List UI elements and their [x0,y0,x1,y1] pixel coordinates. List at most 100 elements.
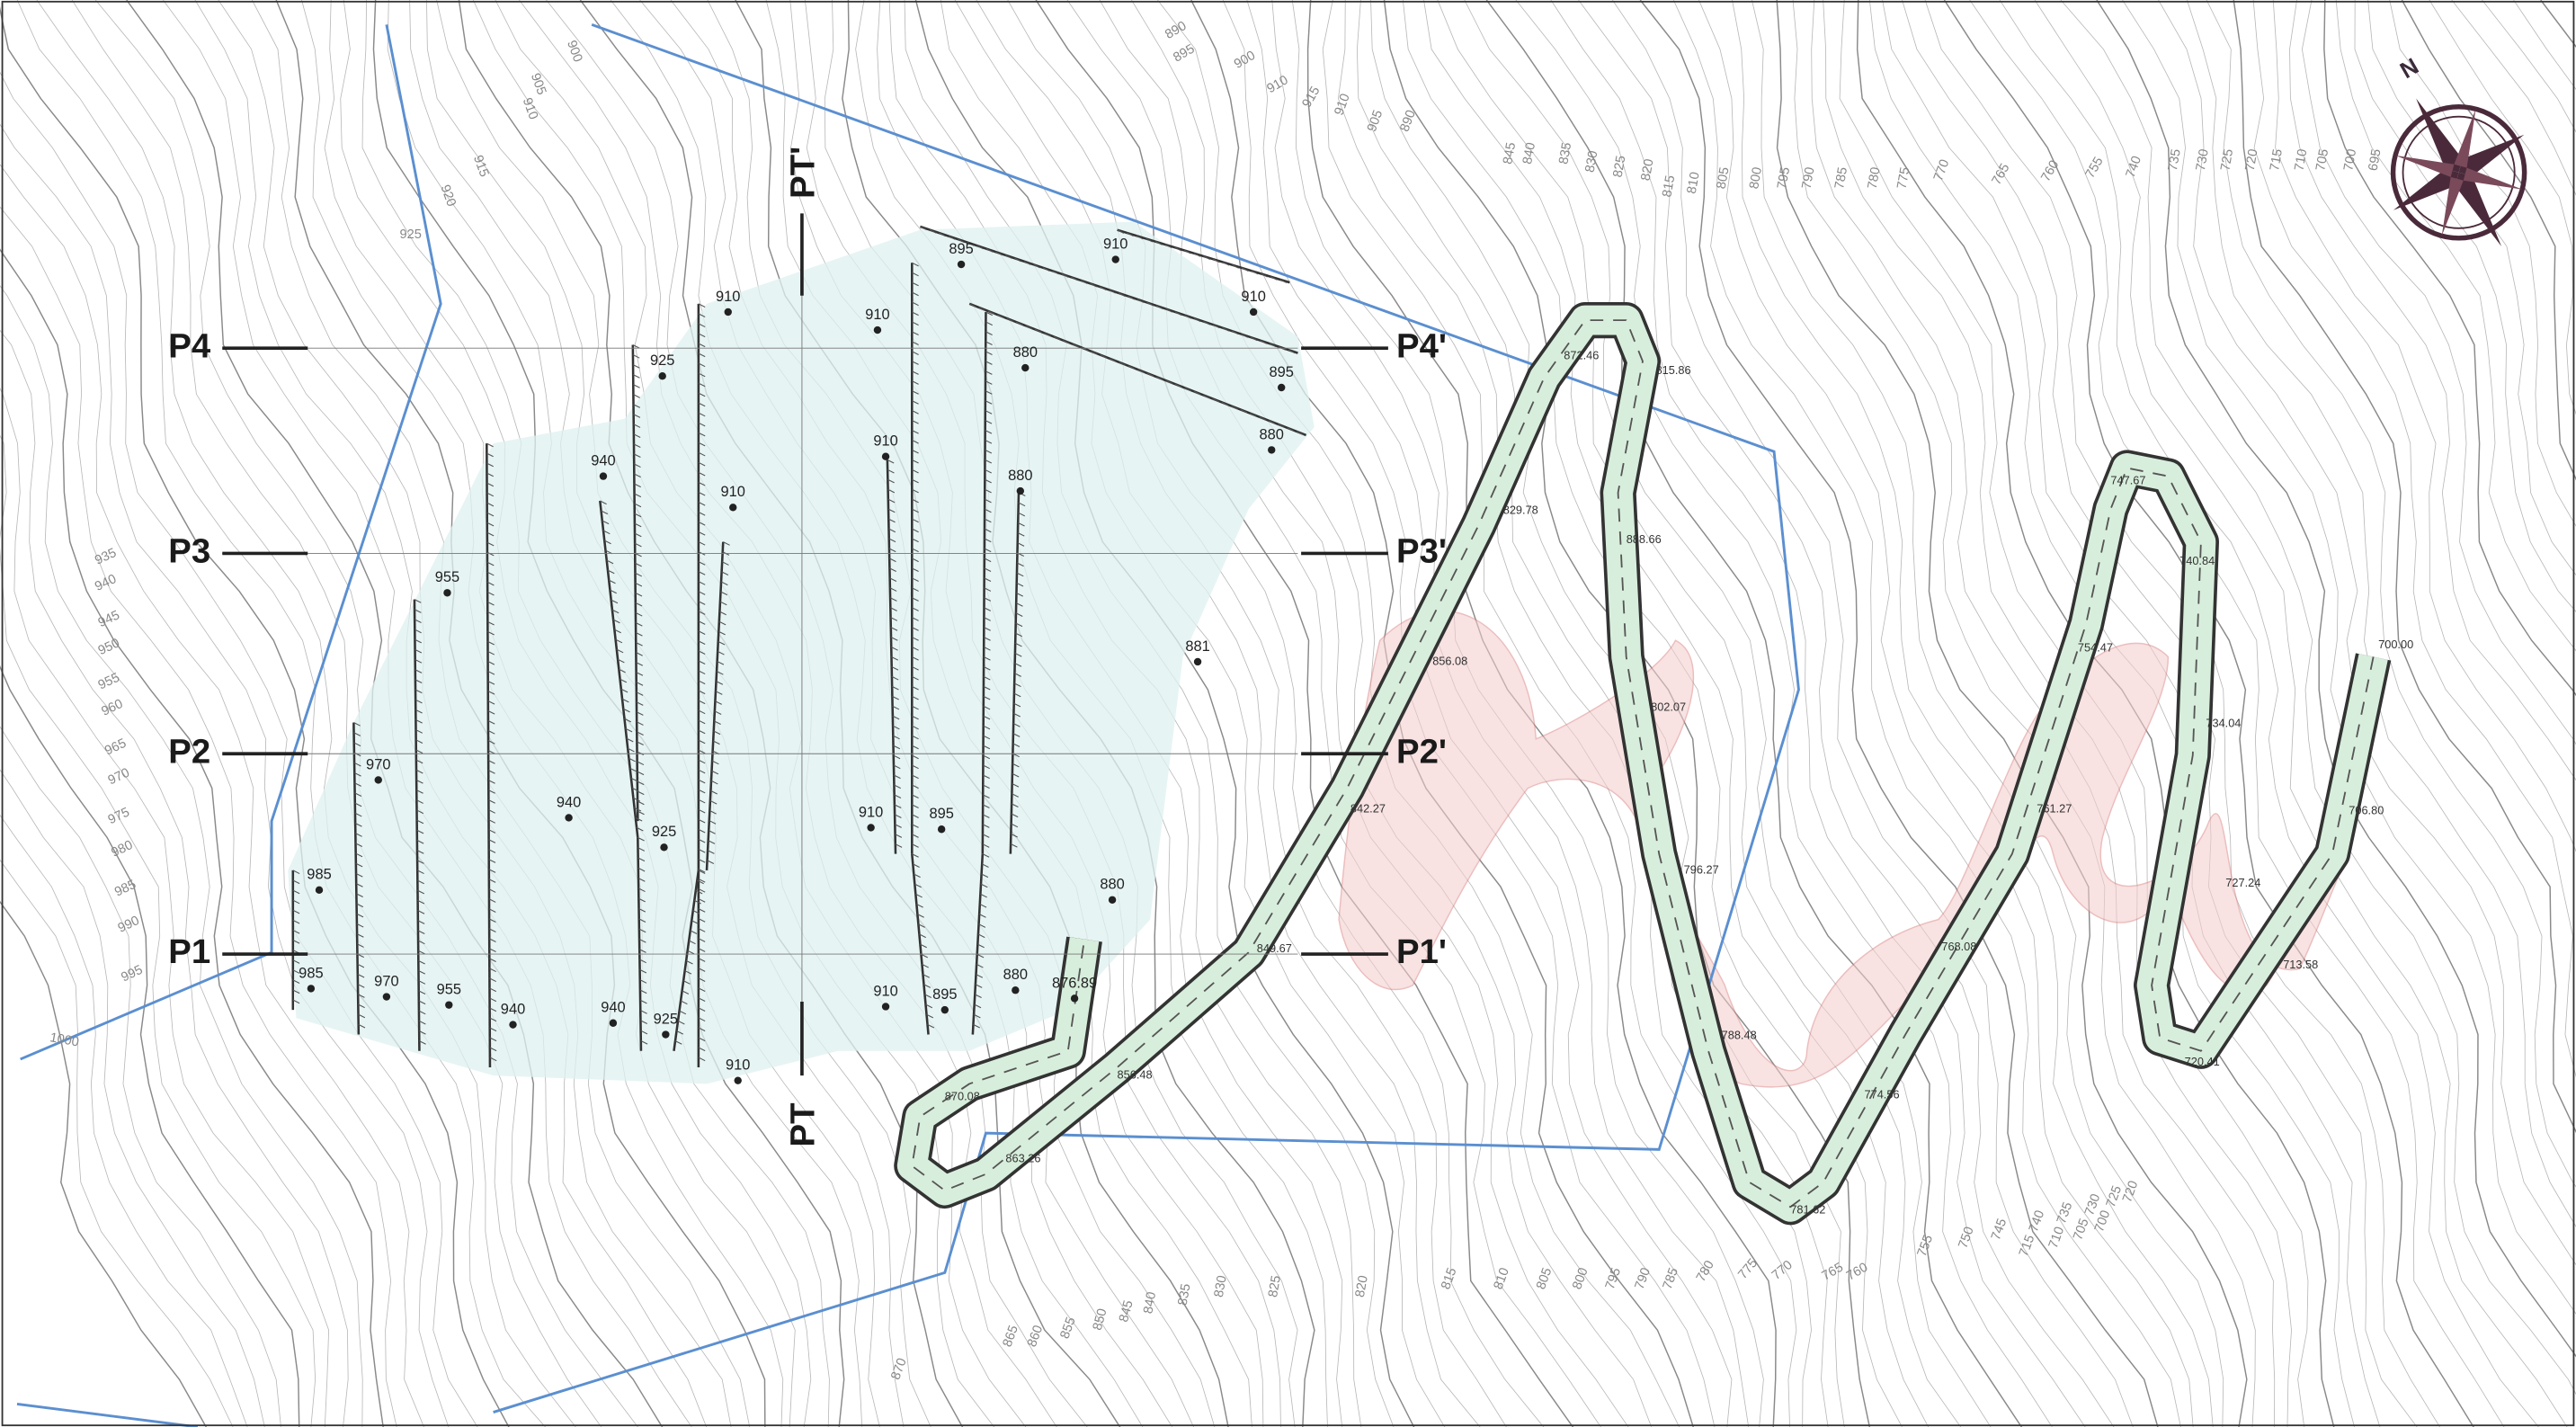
hatch [929,229,937,234]
hatch [292,909,300,914]
hatch [633,453,641,459]
hatch [416,839,424,844]
contour-label: 695 [2367,148,2384,173]
hatch [639,968,647,974]
hatch [635,621,643,627]
hatch [985,361,993,365]
hatch [486,551,495,557]
hatch [698,709,706,715]
bench-elevation: 925 [654,1011,678,1027]
hatch [488,839,496,843]
hatch [418,1020,426,1025]
hatch [912,627,919,631]
bench-point [315,886,324,895]
hatch [620,688,628,693]
contour-line [0,814,248,1427]
hatch [698,888,706,893]
hatch [983,754,991,760]
hatch [698,412,706,417]
hatch [488,829,496,834]
hatch [982,794,990,799]
contour-line [1550,0,2086,1427]
hatch [1278,424,1285,428]
contour-line [0,388,330,1427]
hatch [912,617,919,621]
hatch [983,695,991,700]
hatch [985,311,994,317]
hatch [486,472,495,477]
road-station: 740.84 [2179,554,2215,567]
hatch [976,974,984,978]
hatch [489,968,496,973]
hatch [981,863,989,868]
hatch [356,903,364,908]
road-station: 888.66 [1627,532,1662,546]
hatch [894,794,902,799]
bench-point [660,843,668,852]
hatch [698,1047,706,1052]
contour-line [1868,0,2355,1427]
hatch [912,548,919,553]
hatch [698,451,706,457]
section-label: P4 [168,326,211,365]
hatch [682,980,691,985]
hatch [698,769,706,774]
bench-elevation: 940 [601,1000,625,1016]
hatch [973,1023,981,1029]
hatch [636,642,643,647]
bench-elevation: 880 [1260,426,1284,442]
hatch [638,897,646,903]
hatch [698,372,706,378]
hatch [695,889,703,895]
hatch [717,650,725,656]
hatch [486,492,495,497]
hatch [912,420,919,424]
road-station: 788.48 [1722,1029,1757,1042]
hatch [1012,793,1019,798]
hatch [698,352,706,358]
road-station: 727.24 [2225,876,2260,889]
hatch [710,780,718,785]
hatch [691,920,699,924]
hatch [698,333,706,338]
hatch [636,826,644,832]
hatch [892,725,900,730]
hatch [888,538,896,543]
hatch [1012,772,1020,778]
hatch [1014,652,1022,657]
contour-line [0,664,300,1427]
contour-line [2367,0,2576,576]
bench-elevation: 955 [437,982,461,998]
contour-line [0,434,316,1427]
hatch [980,893,987,898]
road-station: 870.08 [945,1089,980,1102]
hatch [635,582,643,587]
hatch [698,779,706,784]
hatch [633,414,641,418]
compass [2390,98,2527,246]
hatch [984,508,992,513]
hatch [489,987,497,993]
hatch [1155,376,1163,381]
hatch [623,708,630,713]
hatch [489,1017,497,1022]
hatch [637,878,646,882]
hatch [912,390,919,395]
contour-line [1776,0,2248,1427]
hatch [357,994,365,998]
hatch [416,789,423,794]
bench-elevation: 880 [1100,877,1124,893]
road-station: 815.86 [1656,363,1691,377]
hatch [698,620,706,625]
hatch [617,658,625,664]
hatch [984,617,991,621]
hatch [698,828,706,834]
hatch [489,958,496,963]
hatch [1033,263,1040,269]
contour-line [1943,0,2474,1427]
contour-line [0,248,384,1427]
hatch [1203,320,1210,326]
contour-label: 740 [2027,1208,2047,1234]
bench-elevation: 940 [591,453,615,469]
hatch [353,752,361,757]
